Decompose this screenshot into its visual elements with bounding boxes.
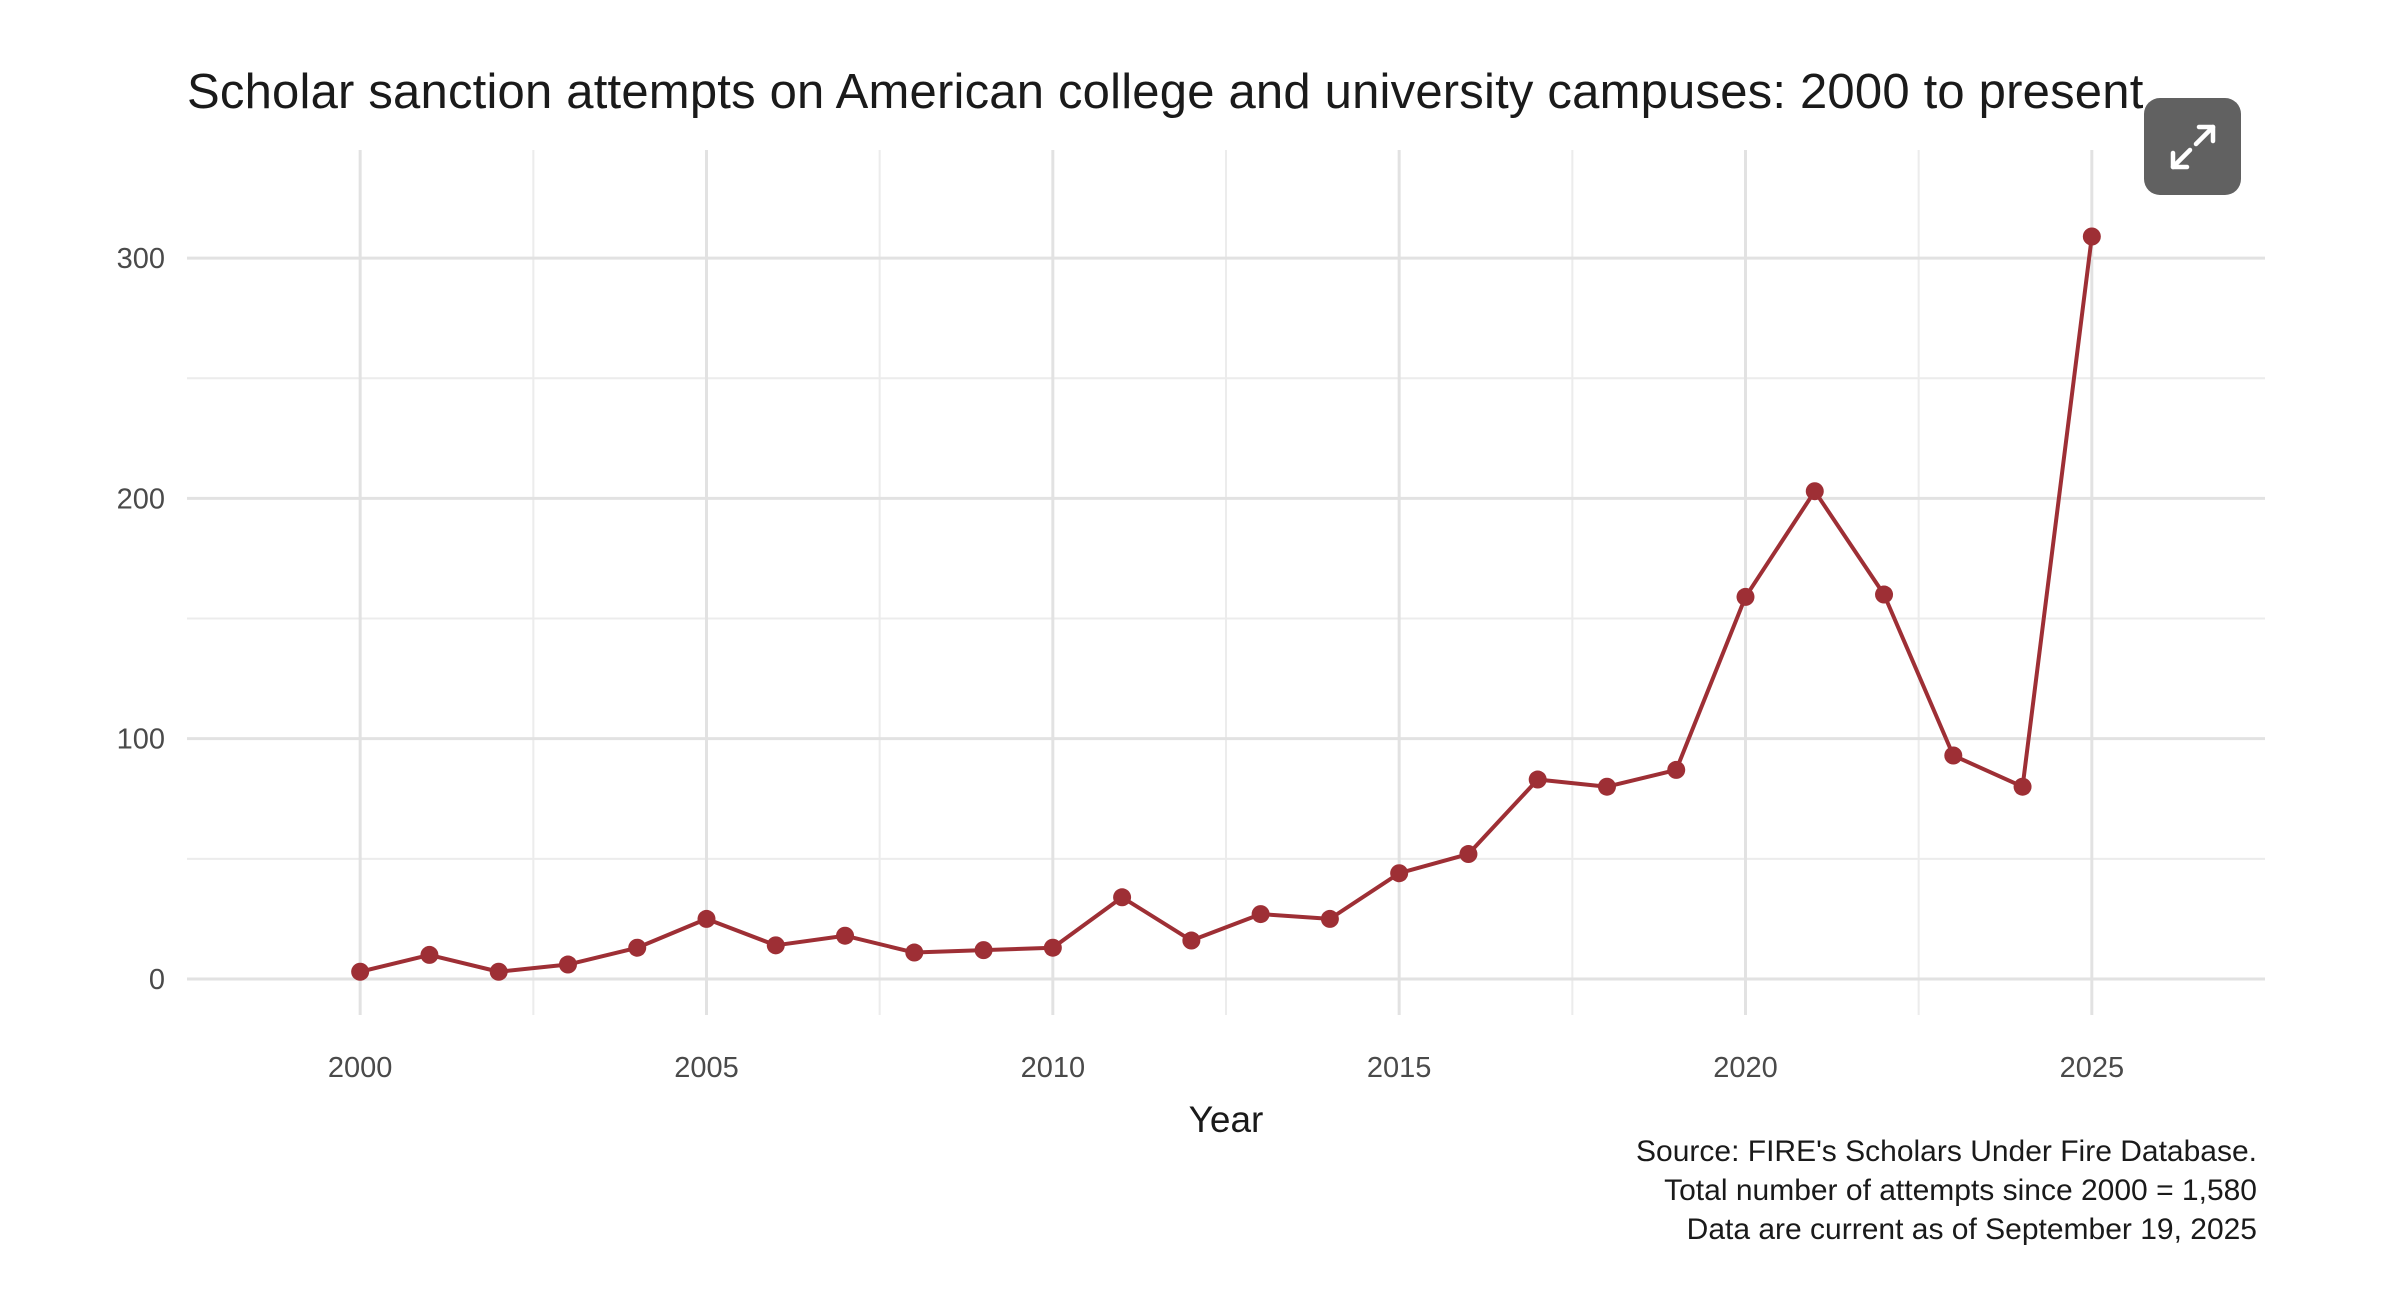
- data-point: [351, 962, 370, 981]
- data-point: [1944, 746, 1963, 765]
- data-point: [905, 943, 924, 962]
- series-line: [359, 236, 2094, 974]
- source-line: Source: FIRE's Scholars Under Fire Datab…: [1636, 1135, 2257, 1168]
- data-point: [1667, 760, 1686, 779]
- data-point: [2013, 777, 2032, 796]
- data-point: [1528, 770, 1547, 789]
- x-tick-label: 2020: [1713, 1052, 1778, 1084]
- expand-button[interactable]: [2144, 98, 2241, 195]
- x-tick-label: 2010: [1021, 1052, 1086, 1084]
- source-notes: Source: FIRE's Scholars Under Fire Datab…: [1636, 1132, 2257, 1249]
- data-point: [1043, 938, 1062, 957]
- series-layer: [351, 227, 2101, 981]
- data-point: [766, 936, 785, 955]
- data-point: [1320, 909, 1339, 928]
- x-axis-ticks: 2000 2005 2010 2015 2020 2025: [328, 1052, 2124, 1084]
- current-as-of-line: Data are current as of September 19, 202…: [1686, 1213, 2257, 1246]
- data-point: [1805, 482, 1824, 501]
- x-tick-label: 2015: [1367, 1052, 1432, 1084]
- y-tick-label: 200: [117, 483, 165, 515]
- data-point: [2082, 227, 2101, 246]
- data-point: [697, 909, 716, 928]
- minor-gridlines: [187, 150, 2265, 1015]
- x-tick-label: 2005: [674, 1052, 739, 1084]
- data-point: [558, 955, 577, 974]
- major-gridlines: [187, 150, 2265, 1015]
- y-tick-label: 0: [149, 964, 165, 996]
- x-tick-label: 2000: [328, 1052, 393, 1084]
- x-axis-title: Year: [1189, 1099, 1264, 1140]
- data-point: [1251, 905, 1270, 924]
- data-point: [489, 962, 508, 981]
- data-point: [1390, 864, 1409, 883]
- data-point: [836, 926, 855, 945]
- data-point: [1597, 777, 1616, 796]
- data-point: [1875, 585, 1894, 604]
- x-tick-label: 2025: [2060, 1052, 2125, 1084]
- data-point: [1459, 845, 1478, 864]
- y-tick-label: 300: [117, 243, 165, 275]
- data-point: [628, 938, 647, 957]
- y-axis-ticks: 0 100 200 300: [117, 243, 165, 996]
- data-point: [1182, 931, 1201, 950]
- data-point: [974, 941, 993, 960]
- data-point: [1736, 587, 1755, 606]
- data-point: [420, 945, 439, 964]
- total-attempts-line: Total number of attempts since 2000 = 1,…: [1664, 1174, 2257, 1207]
- chart-title: Scholar sanction attempts on American co…: [187, 65, 2144, 119]
- data-point: [1113, 888, 1132, 907]
- expand-arrows-icon: [2170, 124, 2215, 169]
- y-tick-label: 100: [117, 724, 165, 756]
